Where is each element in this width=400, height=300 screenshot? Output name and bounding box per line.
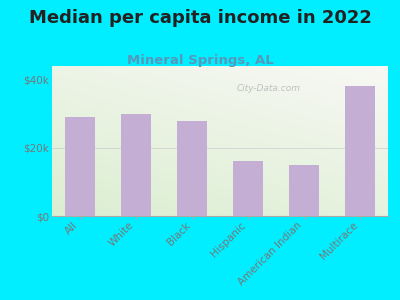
Bar [177, 121, 208, 216]
Bar [289, 165, 320, 216]
Bar [121, 114, 151, 216]
Text: Median per capita income in 2022: Median per capita income in 2022 [28, 9, 372, 27]
Text: City-Data.com: City-Data.com [237, 84, 301, 93]
Text: Mineral Springs, AL: Mineral Springs, AL [127, 54, 273, 67]
Bar [233, 161, 264, 216]
Bar [344, 86, 375, 216]
Bar [64, 117, 96, 216]
